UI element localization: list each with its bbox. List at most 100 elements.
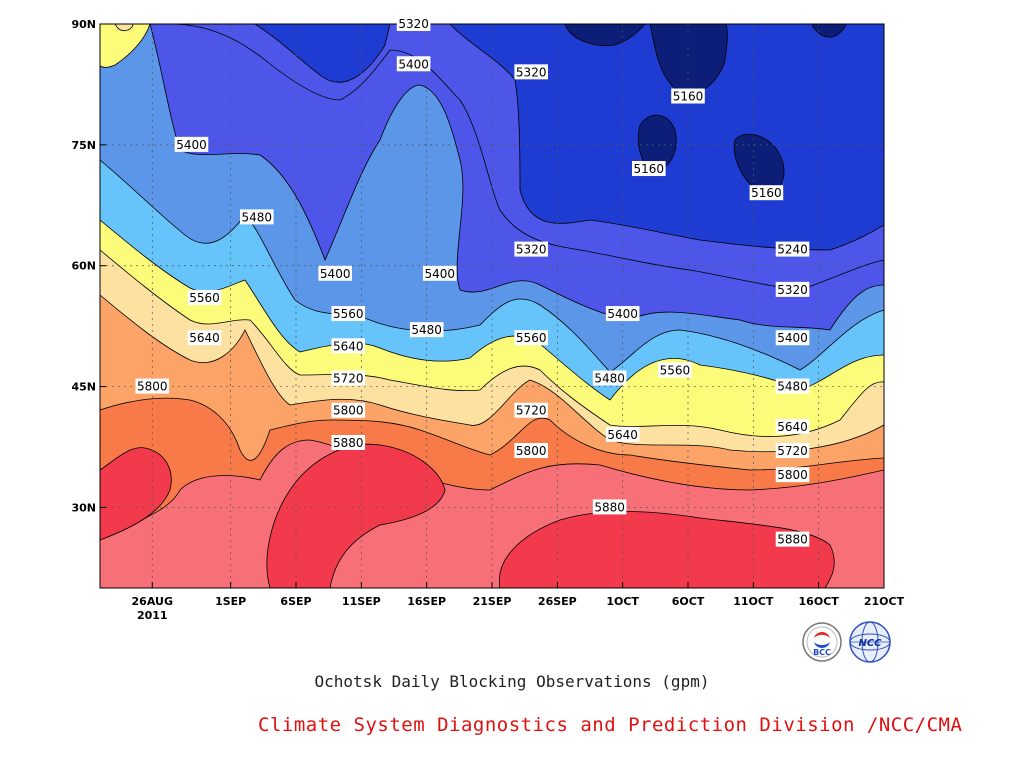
contour-label-bg [422, 265, 457, 281]
contour-label-bg [174, 136, 209, 152]
contour-label: 5320 [396, 16, 431, 31]
band-5880-core [100, 447, 172, 541]
contour-label-text: 5160 [634, 162, 665, 176]
x-year-label: 2011 [137, 609, 168, 622]
contour-label-bg [409, 322, 444, 338]
band-lt5160 [564, 24, 646, 47]
contour-label: 5240 [775, 241, 810, 257]
contour-label-text: 5560 [333, 307, 364, 321]
contour-label-text: 5800 [516, 444, 547, 458]
contour-label-text: 5880 [594, 500, 625, 514]
x-tick-label: 11OCT [733, 595, 774, 608]
bcc-logo-text: BCC [813, 648, 831, 657]
contour-label-text: 5320 [516, 65, 547, 79]
contour-label-bg [331, 338, 366, 354]
contour-label-text: 5480 [411, 323, 442, 337]
contour-label-bg [331, 402, 366, 418]
logo-group: BCC NCC [800, 620, 900, 669]
contour-label: 5400 [174, 136, 209, 152]
contour-label-text: 5320 [777, 283, 808, 297]
x-tick-label: 11SEP [342, 595, 381, 608]
contour-label-text: 5320 [398, 17, 429, 31]
contour-label: 5320 [514, 241, 548, 257]
contour-label-bg [775, 467, 810, 483]
x-tick-label: 21SEP [473, 595, 512, 608]
contour-label: 5320 [514, 64, 548, 80]
contour-label: 5880 [592, 499, 627, 515]
contour-label-text: 5880 [333, 436, 364, 450]
ncc-logo-text: NCC [858, 638, 882, 649]
contour-label-bg [605, 426, 640, 442]
contour-label-text: 5400 [320, 267, 351, 281]
x-tick-label: 26AUG [132, 595, 173, 608]
contour-label-text: 5160 [751, 186, 782, 200]
contour-label-bg [592, 499, 627, 515]
contour-label-bg [775, 443, 810, 459]
contour-label-text: 5800 [333, 404, 364, 418]
contour-label: 5800 [135, 378, 170, 394]
contour-label-bg [318, 265, 352, 281]
contour-label-text: 5480 [594, 372, 625, 386]
y-tick-label: 75N [71, 139, 96, 152]
contour-label: 5640 [187, 330, 222, 346]
x-tick-label: 26SEP [538, 595, 577, 608]
contour-label-bg [775, 281, 810, 297]
contour-label: 5480 [409, 322, 444, 338]
contour-label-bg [514, 330, 548, 346]
gridlines [100, 24, 884, 588]
contour-label: 5400 [318, 265, 352, 281]
contour-labels: 5320 5400 5320 5160 5400 5160 5160 5480 5320 5240… [135, 16, 810, 547]
contour-label-text: 5640 [777, 420, 808, 434]
contour-label: 5160 [632, 161, 666, 177]
contour-label-text: 5320 [516, 243, 547, 257]
contour-label: 5480 [592, 370, 627, 386]
x-tick-label: 6SEP [280, 595, 311, 608]
y-tick-label: 45N [71, 381, 96, 394]
band-5880-core [498, 511, 835, 588]
contour-label-text: 5400 [607, 307, 638, 321]
contour-label: 5640 [605, 426, 640, 442]
band-5880-yellow-corner-inner [114, 24, 134, 32]
contour-label: 5480 [775, 378, 810, 394]
contour-label: 5720 [514, 402, 548, 418]
contour-label: 5400 [605, 306, 640, 322]
contour-label-bg [396, 16, 431, 31]
contour-label-bg [605, 306, 640, 322]
contour-label-bg [331, 306, 366, 322]
contour-label: 5640 [775, 418, 810, 434]
contour-label-bg [331, 370, 366, 386]
contour-label: 5400 [422, 265, 457, 281]
x-tick-label: 1SEP [215, 595, 246, 608]
x-tick-label: 16OCT [799, 595, 840, 608]
ncc-logo: NCC [849, 621, 891, 663]
axis-ticks: 26AUG 1SEP 6SEP 11SEP 16SEP 21SEP 26SEP 1OCT 6OC… [71, 18, 904, 622]
contour-label: 5720 [775, 443, 810, 459]
contour-label: 5720 [331, 370, 366, 386]
contour-label: 5640 [331, 338, 366, 354]
x-tick-label: 21OCT [864, 595, 905, 608]
band-lt5160 [811, 24, 847, 38]
contour-label-text: 5400 [398, 57, 429, 71]
band-5160 [254, 24, 884, 251]
contour-label-text: 5480 [242, 210, 273, 224]
contour-label: 5560 [187, 289, 222, 305]
contour-label-bg [775, 531, 810, 547]
contour-label: 5800 [514, 443, 548, 459]
contour-label-bg [187, 330, 222, 346]
contour-label-bg [632, 161, 666, 177]
contour-label-text: 5720 [516, 404, 547, 418]
band-5880-core [266, 443, 446, 588]
contour-label-bg [775, 378, 810, 394]
contour-chart: 26AUG 1SEP 6SEP 11SEP 16SEP 21SEP 26SEP 1OCT 6OC… [71, 16, 905, 622]
contour-label-bg [514, 443, 548, 459]
x-tick-label: 6OCT [672, 595, 705, 608]
contour-label: 5400 [775, 330, 810, 346]
contour-label-bg [514, 241, 548, 257]
bcc-logo: BCC [802, 622, 842, 662]
contour-label-bg [135, 378, 170, 394]
x-tick-label: 1OCT [606, 595, 639, 608]
plot-area [100, 24, 884, 588]
contour-label-text: 5560 [660, 363, 691, 377]
contour-label-bg [775, 241, 810, 257]
y-tick-label: 60N [71, 260, 96, 273]
